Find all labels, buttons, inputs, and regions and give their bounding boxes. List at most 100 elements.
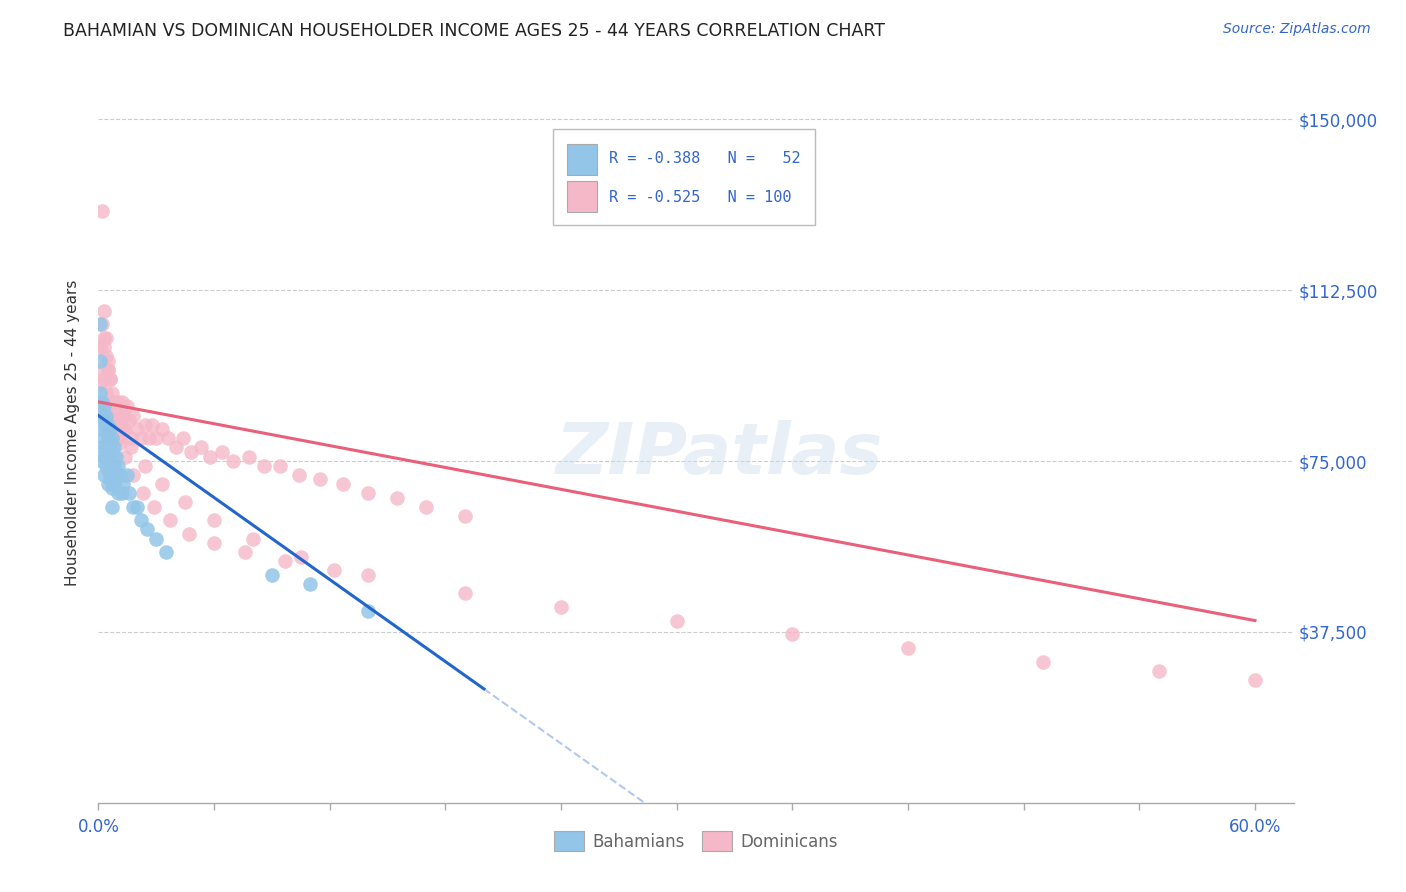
Point [98,472,121,486]
Point [98,467,121,482]
Point [118,486,141,500]
Point [238,450,260,464]
Point [120,431,142,445]
Point [101,385,124,400]
Point [93,340,115,354]
Point [101,500,124,514]
Point [242,532,264,546]
Point [156,431,179,445]
Text: R = -0.388   N =   52: R = -0.388 N = 52 [609,151,800,166]
Point [108,467,131,482]
Point [172,431,194,445]
Point [94,422,117,436]
Point [117,400,139,414]
Point [97,476,120,491]
Point [103,395,125,409]
Point [104,413,127,427]
FancyBboxPatch shape [567,144,596,175]
Point [174,495,197,509]
Point [190,441,212,455]
Point [200,450,222,464]
Point [211,445,233,459]
Point [108,409,131,423]
Point [103,422,125,436]
Point [665,614,688,628]
Point [143,500,166,514]
Point [89,340,111,354]
Point [108,435,131,450]
Point [165,441,187,455]
Point [104,450,127,464]
Point [177,527,200,541]
Point [159,513,181,527]
Point [91,395,114,409]
Point [98,372,121,386]
Point [94,417,117,432]
Point [138,431,160,445]
Point [101,445,124,459]
Point [453,586,475,600]
Point [91,409,114,423]
Point [332,476,354,491]
Point [98,400,121,414]
Point [274,554,297,568]
Text: Source: ZipAtlas.com: Source: ZipAtlas.com [1223,22,1371,37]
Point [103,441,125,455]
Point [97,445,120,459]
Point [93,372,115,386]
Point [782,627,804,641]
Point [91,363,114,377]
Point [129,513,152,527]
Point [94,441,117,455]
Point [125,422,148,436]
Point [132,486,155,500]
Point [107,426,129,441]
Point [91,454,114,468]
Point [150,422,173,436]
Point [98,422,121,436]
Point [453,508,475,523]
Point [110,422,132,436]
Y-axis label: Householder Income Ages 25 - 44 years: Householder Income Ages 25 - 44 years [65,279,80,586]
Point [103,458,125,473]
FancyBboxPatch shape [567,181,596,212]
Point [97,431,120,445]
Text: R = -0.525   N = 100: R = -0.525 N = 100 [609,190,792,204]
Point [1147,664,1170,678]
Legend: Bahamians, Dominicans: Bahamians, Dominicans [548,825,844,857]
Point [94,385,117,400]
Point [94,331,117,345]
Point [202,513,225,527]
Point [103,450,125,464]
Point [253,458,276,473]
Point [1032,655,1054,669]
Point [129,431,152,445]
Point [101,395,124,409]
Point [93,400,115,414]
Point [97,426,120,441]
Point [93,467,115,482]
Point [93,431,115,445]
Point [97,395,120,409]
Point [104,431,127,445]
Point [110,422,132,436]
Point [93,450,115,464]
Point [104,404,127,418]
Point [101,482,124,496]
Point [357,604,380,618]
Point [93,413,115,427]
Point [290,549,312,564]
Point [550,599,572,614]
Point [122,467,145,482]
Point [299,577,322,591]
Point [98,435,121,450]
Point [93,303,115,318]
Point [117,467,139,482]
Point [101,413,124,427]
Point [114,422,136,436]
Point [98,431,121,445]
Point [134,417,156,432]
Point [97,363,120,377]
Point [103,476,125,491]
Text: ZIPatlas: ZIPatlas [557,420,883,490]
